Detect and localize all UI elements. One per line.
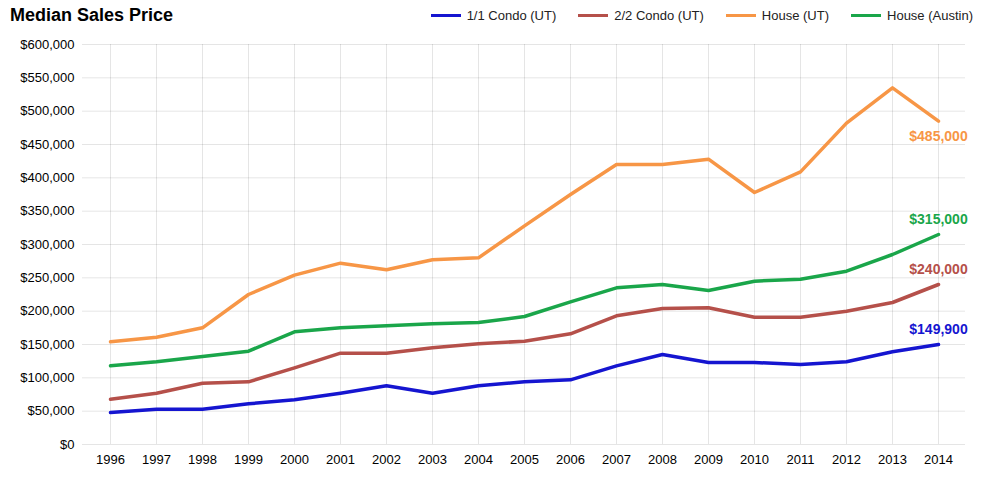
html-text:Median Sales Price: Median Sales Price	[10, 4, 174, 25]
svg-text:2001: 2001	[326, 452, 355, 467]
svg-text:2007: 2007	[602, 452, 631, 467]
svg-text:$400,000: $400,000	[20, 170, 74, 185]
svg-text:2012: 2012	[832, 452, 861, 467]
svg-text:2008: 2008	[648, 452, 677, 467]
svg-text:$0: $0	[60, 437, 74, 452]
svg-text:$315,000: $315,000	[909, 211, 968, 227]
svg-text:1998: 1998	[188, 452, 217, 467]
svg-text:$250,000: $250,000	[20, 270, 74, 285]
svg-text:$300,000: $300,000	[20, 237, 74, 252]
svg-text:$485,000: $485,000	[909, 128, 968, 144]
svg-text:$200,000: $200,000	[20, 303, 74, 318]
svg-text:2010: 2010	[740, 452, 769, 467]
html-text:House (Austin): House (Austin)	[887, 7, 973, 23]
svg-text:$240,000: $240,000	[909, 261, 968, 277]
html-text:1/1 Condo (UT): 1/1 Condo (UT)	[466, 7, 557, 23]
svg-text:2000: 2000	[280, 452, 309, 467]
svg-text:1996: 1996	[96, 452, 125, 467]
html-text:House (UT): House (UT)	[761, 7, 829, 23]
svg-text:2004: 2004	[464, 452, 493, 467]
svg-text:$100,000: $100,000	[20, 370, 74, 385]
svg-text:2003: 2003	[418, 452, 447, 467]
svg-text:$50,000: $50,000	[28, 403, 75, 418]
svg-text:1999: 1999	[234, 452, 263, 467]
svg-text:2009: 2009	[694, 452, 723, 467]
svg-text:$150,000: $150,000	[20, 337, 74, 352]
svg-text:2011: 2011	[787, 452, 815, 467]
svg-text:2002: 2002	[372, 452, 401, 467]
svg-text:2014: 2014	[924, 452, 953, 467]
svg-text:$450,000: $450,000	[20, 137, 74, 152]
html-text:2/2 Condo (UT): 2/2 Condo (UT)	[614, 7, 704, 23]
svg-text:$600,000: $600,000	[20, 37, 74, 52]
svg-text:$350,000: $350,000	[20, 203, 74, 218]
svg-text:2006: 2006	[556, 452, 585, 467]
svg-text:2013: 2013	[878, 452, 907, 467]
svg-text:$149,900: $149,900	[909, 321, 968, 337]
svg-text:1997: 1997	[142, 452, 171, 467]
svg-text:2005: 2005	[510, 452, 539, 467]
svg-text:$500,000: $500,000	[20, 103, 74, 118]
svg-text:$550,000: $550,000	[20, 70, 74, 85]
